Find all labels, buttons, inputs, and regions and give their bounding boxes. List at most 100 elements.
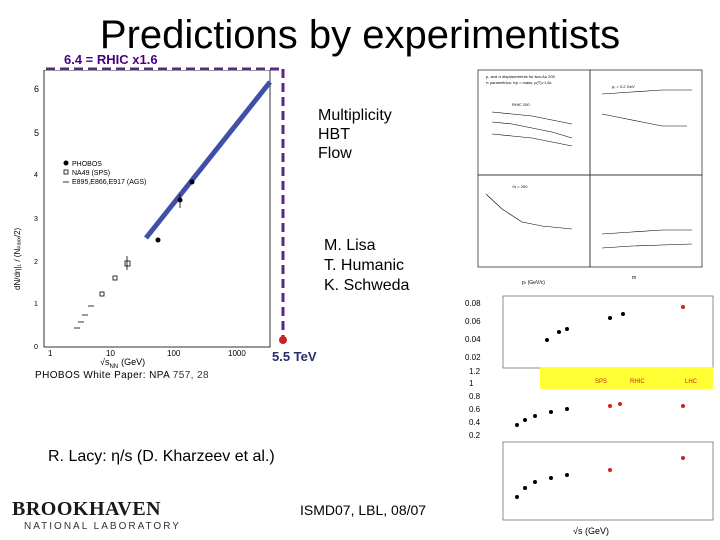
- scale-note: 6.4 = RHIC x1.6: [64, 52, 158, 67]
- hbt-curve: [601, 229, 692, 235]
- lhc-energy-label: 5.5 TeV: [272, 349, 317, 364]
- probe-multiplicity: Multiplicity: [318, 107, 392, 124]
- legend-marker-phobos: [63, 160, 69, 166]
- data-point: [112, 275, 118, 281]
- hbt-panel-label: pₜ = 0.2 GeV: [612, 84, 635, 89]
- hbt-legend-line: π parametrics: πp = mass, p(T)=1.6c: [486, 80, 552, 85]
- ytick-label: 2: [34, 259, 38, 266]
- xtick-label: 10: [106, 349, 115, 358]
- multiplicity-plot: 6 5 4 3 2 1 0 dN/dη|₁ / (Nₚₐₓₓ/2) 1 10 1…: [13, 70, 272, 370]
- flow-point: [533, 480, 537, 484]
- author: M. Lisa: [324, 237, 376, 254]
- flow-point-lhc: [681, 404, 685, 408]
- legend-entry: E895,E866,E917 (AGS): [72, 179, 146, 186]
- flow-point: [549, 476, 553, 480]
- hbt-curve: [601, 243, 693, 249]
- flow-ytick: 0.8: [469, 392, 481, 401]
- flow-ytick: 0.6: [469, 405, 481, 414]
- flow-point: [549, 410, 553, 414]
- flow-point: [557, 330, 561, 334]
- band-label: LHC: [685, 379, 698, 385]
- flow-point: [523, 486, 527, 490]
- flow-ytick: 0.4: [469, 418, 481, 427]
- lacy-reference: R. Lacy: η/s (D. Kharzeev et al.): [48, 448, 275, 465]
- plot-frame: [43, 70, 271, 348]
- band-label: RHIC: [630, 379, 645, 385]
- probe-hbt: HBT: [318, 126, 350, 143]
- ytick-label: 1: [34, 301, 38, 308]
- xtick-label: 100: [167, 349, 181, 358]
- author-list: M. Lisa T. Humanic K. Schweda: [324, 236, 409, 296]
- hbt-curve: [491, 133, 573, 147]
- phobos-reference: PHOBOS White Paper: NPA 757, 28: [35, 370, 209, 381]
- band-label: SPS: [595, 379, 607, 385]
- flow-point: [565, 473, 569, 477]
- flow-point: [533, 414, 537, 418]
- legend-entry: NA49 (SPS): [72, 170, 110, 177]
- flow-ytick: 0.08: [465, 299, 481, 308]
- hbt-panel: [477, 174, 591, 268]
- hbt-legend-line: p, and π displacements for two-Au 200: [486, 74, 556, 79]
- flow-point-lhc: [681, 305, 685, 309]
- flow-ytick: 1.2: [469, 367, 481, 376]
- flow-xlabel: √s (GeV): [573, 526, 609, 536]
- flow-point: [621, 312, 625, 316]
- flow-panel: [502, 441, 714, 521]
- ytick-label: 3: [34, 216, 38, 223]
- ylabel: dN/dη|₁ / (Nₚₐₓₓ/2): [13, 227, 22, 290]
- lhc-marker: [279, 336, 287, 344]
- energy-band: [540, 367, 713, 389]
- flow-point: [565, 407, 569, 411]
- ytick-label: 0: [34, 344, 38, 351]
- legend-marker-na49: [63, 169, 69, 175]
- data-point: [189, 179, 195, 185]
- hbt-curve: [601, 89, 692, 95]
- flow-point-lhc: [681, 456, 685, 460]
- flow-background: [455, 292, 718, 538]
- author: T. Humanic: [324, 257, 405, 274]
- hbt-curve: [485, 193, 573, 230]
- flow-point: [608, 316, 612, 320]
- logo-text-bottom: NATIONAL LABORATORY: [24, 521, 181, 532]
- hbt-panel-label: √s = 200: [512, 184, 528, 189]
- xlabel: √sNN (GeV): [100, 357, 145, 370]
- ytick-label: 5: [34, 128, 39, 138]
- flow-point: [545, 338, 549, 342]
- hbt-plot: p, and π displacements for two-Au 200 π …: [477, 69, 703, 286]
- conference-footer: ISMD07, LBL, 08/07: [300, 502, 427, 518]
- hbt-curve: [491, 111, 573, 125]
- flow-point: [523, 418, 527, 422]
- flow-point: [515, 495, 519, 499]
- flow-ytick: 0.02: [465, 353, 481, 362]
- data-point: [155, 237, 161, 243]
- fit-line: [144, 80, 272, 240]
- hbt-legend-line: RHIC 200: [512, 102, 530, 107]
- flow-point-lhc: [608, 404, 612, 408]
- author: K. Schweda: [324, 277, 410, 294]
- slide-title: Predictions by experimentists: [99, 13, 621, 57]
- flow-ytick: 1: [469, 379, 474, 388]
- data-point: [124, 260, 131, 267]
- flow-point-lhc: [618, 402, 622, 406]
- hbt-curve: [601, 113, 687, 127]
- legend-entry: PHOBOS: [72, 161, 102, 168]
- flow-ytick: 0.2: [469, 431, 481, 440]
- xtick-label: 1: [48, 349, 53, 358]
- flow-point: [515, 423, 519, 427]
- flow-plot: 0.08 0.06 0.04 0.02 SPS RHIC LHC 1.2 1 0…: [455, 292, 718, 538]
- probe-flow: Flow: [318, 145, 352, 162]
- ytick-label: 6: [34, 84, 39, 94]
- data-points: [74, 179, 195, 329]
- hbt-xlabel: pₜ (GeV/c): [522, 280, 545, 286]
- flow-ytick: 0.04: [465, 335, 481, 344]
- hbt-panel: [589, 174, 703, 268]
- xtick-label: 1000: [228, 349, 246, 358]
- data-point: [99, 291, 105, 297]
- flow-point-lhc: [608, 468, 612, 472]
- ytick-label: 4: [34, 172, 38, 179]
- probe-list: Multiplicity HBT Flow: [318, 106, 392, 163]
- bnl-logo: BROOKHAVEN NATIONAL LABORATORY: [12, 498, 181, 532]
- logo-text-top: BROOKHAVEN: [12, 498, 162, 520]
- flow-point: [565, 327, 569, 331]
